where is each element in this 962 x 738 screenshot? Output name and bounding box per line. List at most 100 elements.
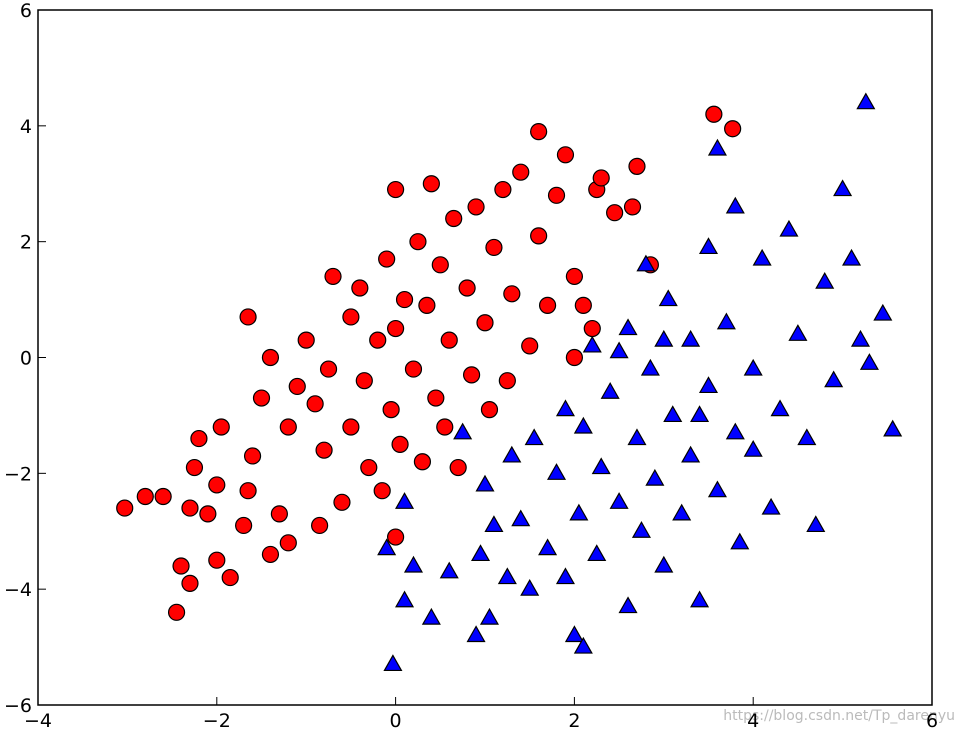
point <box>243 447 262 465</box>
point <box>654 329 674 347</box>
point <box>288 377 306 396</box>
point <box>360 458 378 477</box>
point <box>355 372 373 390</box>
point <box>546 463 567 480</box>
point <box>564 625 584 643</box>
point <box>311 516 329 535</box>
point <box>654 555 674 573</box>
point <box>583 319 601 338</box>
point <box>520 578 540 596</box>
x-tick-label: −4 <box>24 710 52 732</box>
point <box>609 492 629 509</box>
point <box>351 279 369 297</box>
x-tick-label: 0 <box>390 710 402 732</box>
point <box>705 105 723 123</box>
point <box>453 422 473 440</box>
point <box>252 389 271 407</box>
point <box>185 458 204 477</box>
point <box>797 428 817 446</box>
point <box>645 468 665 486</box>
point <box>466 625 486 643</box>
point <box>342 308 360 326</box>
point <box>555 567 575 585</box>
point <box>208 551 226 569</box>
point <box>436 418 454 436</box>
point <box>503 285 521 303</box>
point <box>395 492 415 509</box>
point <box>538 296 557 314</box>
y-tick-label: 2 <box>20 232 32 254</box>
point <box>449 458 467 477</box>
point <box>806 515 826 533</box>
point <box>761 497 781 515</box>
point <box>582 335 602 353</box>
point <box>485 238 503 257</box>
point <box>628 157 646 175</box>
point <box>471 544 491 562</box>
point <box>479 607 499 625</box>
point <box>730 532 750 550</box>
point <box>725 422 745 440</box>
point <box>824 370 844 388</box>
point <box>431 256 449 274</box>
point <box>421 607 441 625</box>
point <box>445 209 463 228</box>
point <box>297 331 315 349</box>
x-tick-label: 2 <box>568 710 580 732</box>
point <box>476 314 494 332</box>
point <box>524 428 544 446</box>
point <box>333 493 351 511</box>
point <box>387 319 405 338</box>
point <box>663 405 683 423</box>
point <box>724 120 742 138</box>
point <box>850 329 871 347</box>
point <box>306 395 324 413</box>
point <box>690 405 710 423</box>
point <box>116 499 134 517</box>
point <box>511 509 531 527</box>
y-tick-label: −4 <box>4 579 32 601</box>
point <box>387 180 405 199</box>
point <box>707 138 727 156</box>
point <box>788 324 808 341</box>
point <box>530 123 548 141</box>
point <box>521 337 539 355</box>
point <box>342 418 360 436</box>
point <box>315 441 333 459</box>
point <box>502 445 522 463</box>
point <box>587 544 607 562</box>
point <box>569 503 589 521</box>
point <box>512 163 530 181</box>
point <box>239 482 257 500</box>
point <box>609 341 629 359</box>
point <box>261 348 280 367</box>
x-tick-label: −2 <box>203 710 231 732</box>
point <box>538 538 558 556</box>
point <box>690 590 710 608</box>
point <box>458 279 476 297</box>
point <box>658 289 678 307</box>
point <box>565 267 584 286</box>
point <box>403 555 424 573</box>
point <box>395 590 415 608</box>
y-tick-label: 0 <box>20 348 32 370</box>
point <box>856 92 876 110</box>
point <box>190 429 208 448</box>
x-tick-label: 4 <box>747 710 759 732</box>
point <box>547 186 566 204</box>
point <box>208 476 226 494</box>
point <box>484 515 504 533</box>
point <box>779 219 799 237</box>
point <box>235 516 253 535</box>
point <box>475 474 495 492</box>
point <box>181 574 199 592</box>
point <box>592 169 610 187</box>
x-tick-label: 6 <box>926 710 938 732</box>
point <box>279 418 297 436</box>
point <box>600 382 620 399</box>
point <box>707 480 727 498</box>
point <box>681 445 701 463</box>
point <box>261 545 280 564</box>
point <box>565 348 584 367</box>
